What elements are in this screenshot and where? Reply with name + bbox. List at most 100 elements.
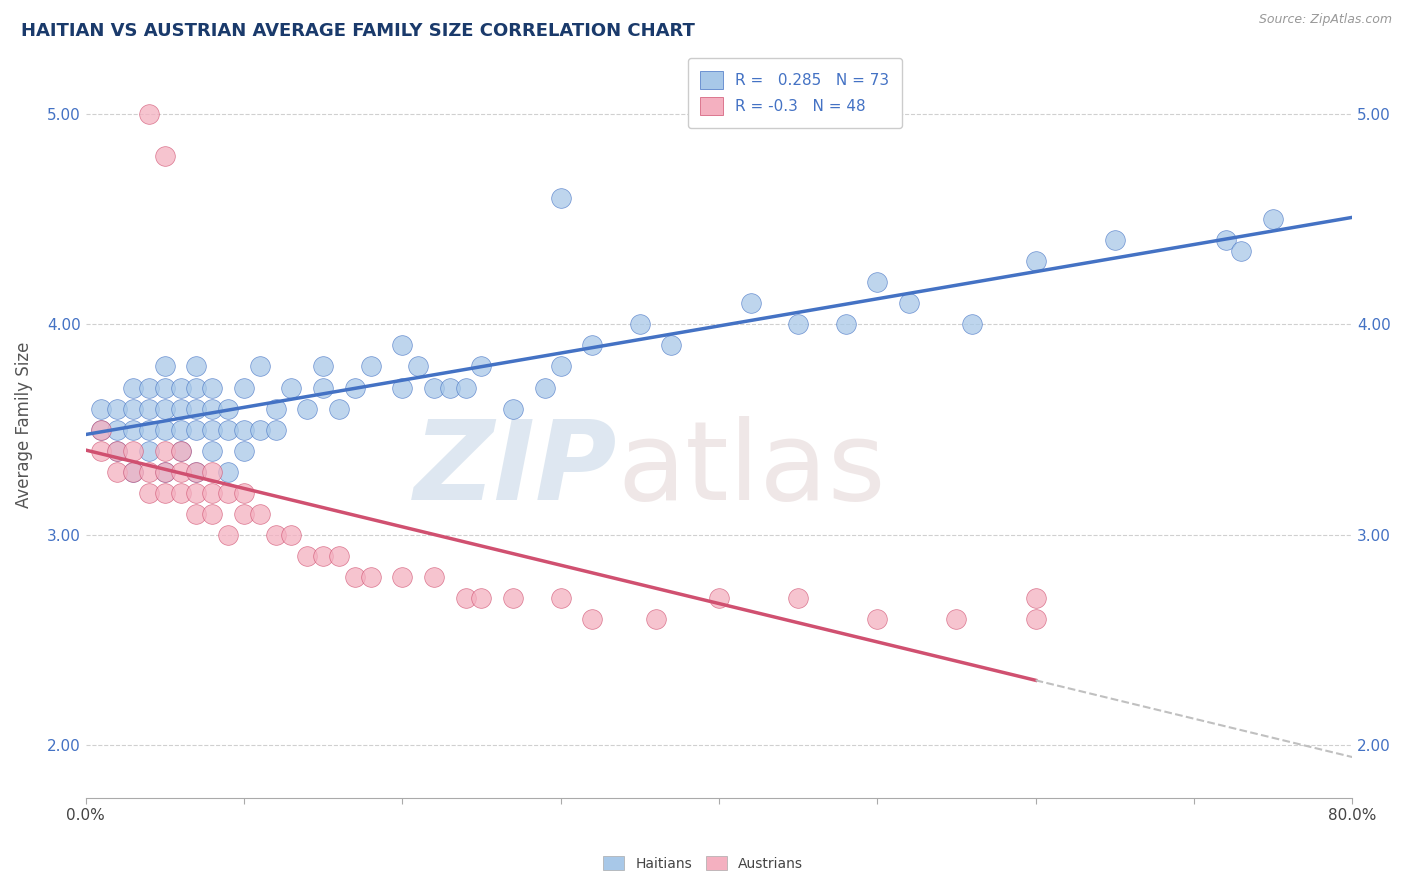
Legend: R =   0.285   N = 73, R = -0.3   N = 48: R = 0.285 N = 73, R = -0.3 N = 48 xyxy=(688,58,901,128)
Point xyxy=(169,485,191,500)
Point xyxy=(90,401,112,416)
Point xyxy=(122,380,145,394)
Point xyxy=(105,443,128,458)
Point xyxy=(1025,612,1047,626)
Point xyxy=(138,465,160,479)
Point xyxy=(105,423,128,437)
Point xyxy=(707,591,730,605)
Point xyxy=(105,443,128,458)
Point xyxy=(122,423,145,437)
Point xyxy=(186,423,208,437)
Point xyxy=(138,485,160,500)
Point xyxy=(360,359,382,374)
Point xyxy=(201,380,224,394)
Point xyxy=(233,443,256,458)
Point xyxy=(264,423,287,437)
Point xyxy=(897,296,920,310)
Point xyxy=(581,338,603,352)
Point xyxy=(201,423,224,437)
Point xyxy=(186,380,208,394)
Point xyxy=(138,443,160,458)
Point xyxy=(661,338,683,352)
Point xyxy=(962,318,984,332)
Point xyxy=(343,570,366,584)
Point xyxy=(169,423,191,437)
Point xyxy=(312,380,335,394)
Point xyxy=(249,423,271,437)
Point xyxy=(787,318,810,332)
Point xyxy=(90,423,112,437)
Point xyxy=(186,465,208,479)
Point xyxy=(169,465,191,479)
Point xyxy=(186,485,208,500)
Point xyxy=(201,485,224,500)
Point xyxy=(138,401,160,416)
Point xyxy=(581,612,603,626)
Point xyxy=(550,359,572,374)
Point xyxy=(169,443,191,458)
Point xyxy=(328,549,350,563)
Point xyxy=(138,107,160,121)
Point xyxy=(550,191,572,205)
Point xyxy=(343,380,366,394)
Point xyxy=(201,443,224,458)
Point xyxy=(439,380,461,394)
Point xyxy=(866,612,889,626)
Point xyxy=(122,443,145,458)
Point xyxy=(90,443,112,458)
Point xyxy=(153,465,176,479)
Point xyxy=(105,401,128,416)
Point xyxy=(169,443,191,458)
Point xyxy=(217,528,239,542)
Point xyxy=(186,465,208,479)
Point xyxy=(423,570,446,584)
Point xyxy=(866,275,889,289)
Point xyxy=(186,359,208,374)
Point xyxy=(1261,212,1284,227)
Point xyxy=(153,149,176,163)
Point xyxy=(644,612,666,626)
Point xyxy=(201,507,224,521)
Point xyxy=(153,380,176,394)
Point xyxy=(264,528,287,542)
Point xyxy=(201,401,224,416)
Text: Source: ZipAtlas.com: Source: ZipAtlas.com xyxy=(1258,13,1392,27)
Point xyxy=(186,401,208,416)
Point xyxy=(1025,591,1047,605)
Point xyxy=(1025,254,1047,268)
Point xyxy=(153,359,176,374)
Point xyxy=(153,443,176,458)
Text: atlas: atlas xyxy=(617,416,886,523)
Point xyxy=(122,465,145,479)
Point xyxy=(945,612,967,626)
Point xyxy=(391,570,413,584)
Point xyxy=(312,549,335,563)
Point xyxy=(280,380,302,394)
Point xyxy=(834,318,856,332)
Point xyxy=(90,423,112,437)
Point xyxy=(454,591,477,605)
Point xyxy=(217,485,239,500)
Point xyxy=(217,423,239,437)
Point xyxy=(169,401,191,416)
Point xyxy=(217,401,239,416)
Point xyxy=(550,591,572,605)
Point xyxy=(153,423,176,437)
Point xyxy=(502,591,524,605)
Point xyxy=(297,401,319,416)
Point xyxy=(391,338,413,352)
Point xyxy=(740,296,762,310)
Point xyxy=(391,380,413,394)
Point xyxy=(1104,233,1126,247)
Point xyxy=(470,359,492,374)
Point xyxy=(360,570,382,584)
Point xyxy=(628,318,651,332)
Point xyxy=(423,380,446,394)
Point xyxy=(1230,244,1253,258)
Point xyxy=(138,380,160,394)
Text: HAITIAN VS AUSTRIAN AVERAGE FAMILY SIZE CORRELATION CHART: HAITIAN VS AUSTRIAN AVERAGE FAMILY SIZE … xyxy=(21,22,695,40)
Point xyxy=(153,401,176,416)
Point xyxy=(470,591,492,605)
Point xyxy=(249,507,271,521)
Point xyxy=(1215,233,1237,247)
